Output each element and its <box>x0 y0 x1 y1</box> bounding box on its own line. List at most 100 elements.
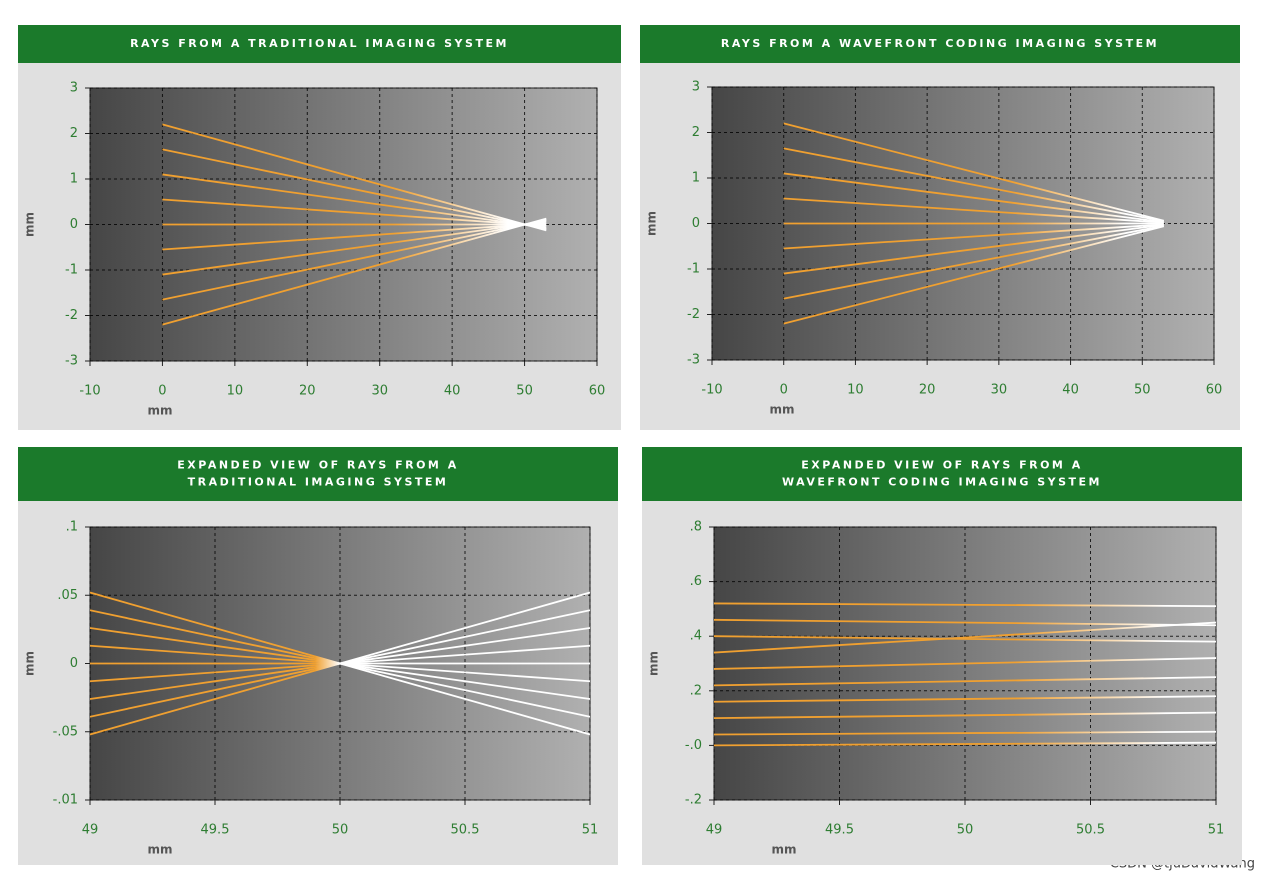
ray <box>162 222 547 251</box>
x-tick-label: 10 <box>227 384 244 399</box>
ray <box>714 621 1216 654</box>
x-axis-label: mm <box>147 843 172 857</box>
x-tick-label: 30 <box>991 383 1008 398</box>
ray <box>162 220 547 276</box>
y-tick-label: 1 <box>70 172 78 187</box>
ray <box>162 217 547 326</box>
x-tick-label: 50 <box>516 384 533 399</box>
x-tick-label: 51 <box>582 823 599 838</box>
x-tick-label: 10 <box>847 383 864 398</box>
y-tick-label: -3 <box>65 354 78 369</box>
y-tick-label: 2 <box>70 126 78 141</box>
y-axis-label: mm <box>647 651 661 676</box>
x-tick-label: -10 <box>79 384 100 399</box>
rays <box>162 123 547 326</box>
y-tick-label: .6 <box>690 574 702 589</box>
x-tick-label: 40 <box>1062 383 1079 398</box>
ray <box>783 223 1164 250</box>
x-tick-label: -10 <box>701 383 722 398</box>
ray <box>162 123 547 232</box>
ray <box>714 676 1216 687</box>
y-tick-label: 1 <box>692 171 700 186</box>
x-tick-label: 0 <box>780 383 788 398</box>
ray <box>783 223 1164 275</box>
y-tick-label: -.05 <box>53 724 78 739</box>
y-tick-label: -1 <box>65 263 78 278</box>
panel: RAYS FROM A TRADITIONAL IMAGING SYSTEM -1… <box>18 25 621 430</box>
y-tick-label: 2 <box>692 125 700 140</box>
chart-title: RAYS FROM A WAVEFRONT CODING IMAGING SYS… <box>721 37 1159 50</box>
x-tick-label: 49 <box>706 823 723 838</box>
rays <box>90 591 590 736</box>
ray <box>783 147 1164 223</box>
y-tick-label: -1 <box>687 262 700 277</box>
rays <box>783 122 1165 325</box>
ray <box>714 618 1216 627</box>
ray <box>783 197 1164 224</box>
x-tick-label: 50.5 <box>1076 823 1105 838</box>
x-tick-label: 50 <box>1134 383 1151 398</box>
y-tick-label: 0 <box>692 216 700 231</box>
ray <box>714 657 1216 670</box>
chart-title: WAVEFRONT CODING IMAGING SYSTEM <box>782 476 1102 489</box>
y-tick-label: -.2 <box>685 793 702 808</box>
x-tick-label: 60 <box>1206 383 1223 398</box>
y-tick-label: 3 <box>70 81 78 96</box>
x-tick-label: 20 <box>299 384 316 399</box>
ray <box>90 591 590 736</box>
y-axis-label: mm <box>645 211 659 236</box>
chart-title: RAYS FROM A TRADITIONAL IMAGING SYSTEM <box>130 37 509 50</box>
x-tick-label: 0 <box>158 384 166 399</box>
panel: EXPANDED VIEW OF RAYS FROM A WAVEFRONT CO… <box>642 447 1242 865</box>
y-tick-label: .05 <box>57 588 78 603</box>
x-axis-label: mm <box>769 403 794 417</box>
x-tick-label: 20 <box>919 383 936 398</box>
ray <box>162 198 547 227</box>
ray <box>783 172 1164 224</box>
ray <box>162 219 547 301</box>
title-bar <box>18 25 621 63</box>
title-bar <box>18 447 618 501</box>
title-bar <box>640 25 1240 63</box>
chart-title: EXPANDED VIEW OF RAYS FROM A <box>801 459 1082 472</box>
y-tick-label: 0 <box>70 217 78 232</box>
y-tick-label: .4 <box>690 629 702 644</box>
panel: RAYS FROM A WAVEFRONT CODING IMAGING SYS… <box>640 25 1240 430</box>
x-axis-label: mm <box>771 843 796 857</box>
y-tick-label: .8 <box>690 520 702 535</box>
y-axis-label: mm <box>23 212 37 237</box>
rays <box>714 602 1216 747</box>
y-tick-label: 3 <box>692 80 700 95</box>
x-tick-label: 49.5 <box>825 823 854 838</box>
x-tick-label: 49 <box>82 823 99 838</box>
ray <box>714 741 1216 747</box>
x-tick-label: 49.5 <box>201 823 230 838</box>
x-tick-label: 40 <box>444 384 461 399</box>
x-tick-label: 60 <box>589 384 606 399</box>
chart-title: EXPANDED VIEW OF RAYS FROM A <box>177 459 458 472</box>
y-tick-label: -2 <box>687 307 700 322</box>
y-tick-label: -3 <box>687 353 700 368</box>
ray <box>714 730 1216 736</box>
y-tick-label: -.0 <box>685 738 702 753</box>
ray <box>714 602 1216 608</box>
ray <box>783 224 1164 300</box>
ray <box>783 122 1165 222</box>
ray <box>714 635 1216 643</box>
y-tick-label: .2 <box>690 683 702 698</box>
title-bar <box>642 447 1242 501</box>
x-axis-label: mm <box>147 404 172 418</box>
y-tick-label: -2 <box>65 308 78 323</box>
y-tick-label: 0 <box>70 656 78 671</box>
panel: EXPANDED VIEW OF RAYS FROM A TRADITIONAL … <box>18 447 618 865</box>
chart-title: TRADITIONAL IMAGING SYSTEM <box>188 476 449 489</box>
x-tick-label: 50.5 <box>451 823 480 838</box>
x-tick-label: 51 <box>1208 823 1225 838</box>
y-tick-label: -.01 <box>53 793 78 808</box>
x-tick-label: 50 <box>332 823 349 838</box>
ray <box>714 711 1216 719</box>
ray <box>162 148 547 230</box>
y-axis-label: mm <box>23 651 37 676</box>
ray <box>162 173 547 229</box>
